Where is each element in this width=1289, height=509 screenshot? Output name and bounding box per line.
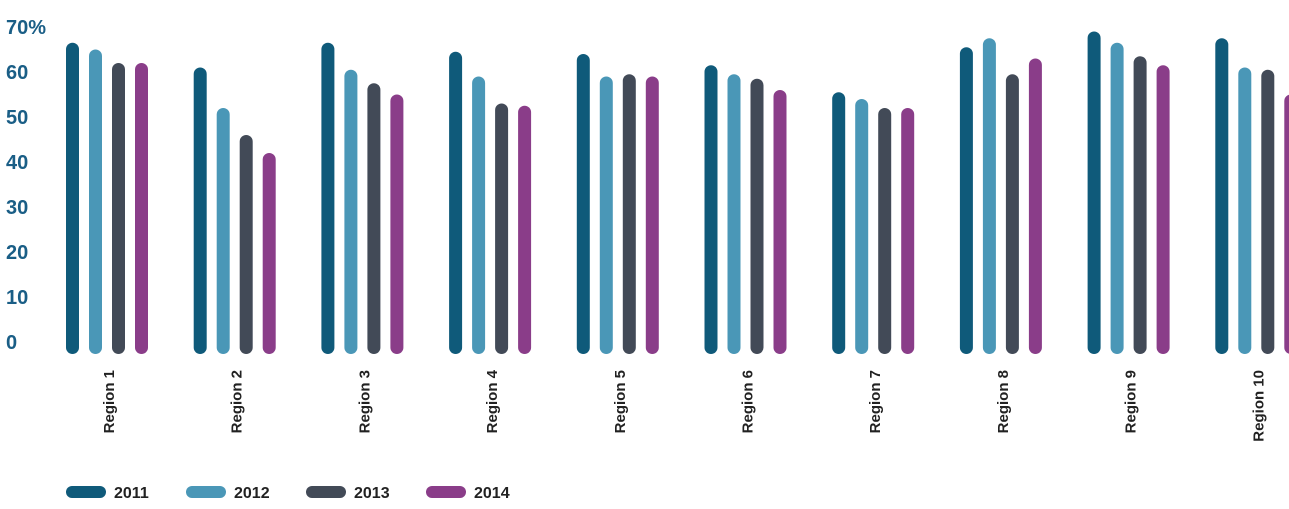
bar-2014-region-9 — [1156, 65, 1170, 354]
legend-label: 2014 — [474, 485, 510, 502]
category-label: Region 1 — [101, 370, 118, 433]
bar-2011-region-7 — [832, 92, 846, 354]
bar-2012-region-1 — [89, 49, 102, 354]
bar-2014-region-3 — [390, 94, 404, 354]
bar-2011-region-2 — [193, 67, 207, 354]
bar-2012-region-9 — [1110, 42, 1124, 354]
bar-2012-region-2 — [216, 108, 230, 354]
bar-2011-region-10 — [1215, 38, 1229, 354]
category-label: Region 8 — [995, 370, 1012, 433]
legend-label: 2012 — [234, 485, 270, 502]
bar-2011-region-8 — [959, 47, 973, 354]
bar-2011-region-4 — [449, 51, 463, 354]
bar-2014-region-2 — [262, 153, 276, 354]
bar-2014-region-7 — [901, 108, 915, 354]
legend-swatch-2013 — [306, 486, 346, 498]
category-label: Region 6 — [739, 370, 756, 433]
y-tick-label: 70% — [6, 17, 46, 39]
category-label: Region 9 — [1123, 370, 1140, 433]
bar-2014-region-6 — [773, 90, 787, 354]
bar-2013-region-2 — [239, 135, 253, 354]
legend-swatch-2014 — [426, 486, 466, 498]
bar-2011-region-3 — [321, 42, 335, 354]
bar-2013-region-4 — [495, 103, 509, 354]
bar-2014-region-4 — [518, 105, 532, 354]
bar-2012-region-8 — [982, 38, 996, 354]
bar-2014-region-5 — [645, 76, 659, 354]
bar-2013-region-9 — [1133, 56, 1147, 354]
category-label: Region 2 — [229, 370, 246, 433]
bar-2012-region-3 — [344, 69, 358, 354]
category-label: Region 3 — [356, 370, 373, 433]
y-tick-label: 50 — [6, 107, 28, 129]
y-tick-label: 40 — [6, 152, 28, 174]
bar-2012-region-7 — [855, 99, 869, 354]
category-label: Region 7 — [867, 370, 884, 433]
bar-2014-region-10 — [1284, 94, 1289, 354]
bar-2013-region-3 — [367, 83, 381, 354]
y-tick-label: 0 — [6, 332, 17, 354]
bar-2012-region-10 — [1238, 67, 1252, 354]
legend-label: 2013 — [354, 485, 390, 502]
bar-2013-region-1 — [112, 63, 125, 354]
bar-2012-region-5 — [599, 76, 613, 354]
bar-2013-region-6 — [750, 78, 764, 354]
bar-2013-region-8 — [1005, 74, 1019, 354]
bar-2011-region-6 — [704, 65, 718, 354]
bar-2011-region-1 — [66, 42, 79, 354]
bar-2012-region-4 — [472, 76, 486, 354]
bar-2013-region-10 — [1261, 69, 1275, 354]
category-label: Region 4 — [484, 369, 501, 433]
bar-2013-region-5 — [622, 74, 636, 354]
bar-2011-region-9 — [1087, 31, 1101, 354]
y-tick-label: 30 — [6, 197, 28, 219]
bar-2014-region-1 — [135, 63, 148, 354]
legend-label: 2011 — [114, 485, 149, 502]
legend-swatch-2012 — [186, 486, 226, 498]
y-tick-label: 10 — [6, 287, 28, 309]
bar-2011-region-5 — [576, 54, 590, 354]
bar-2014-region-8 — [1028, 58, 1042, 354]
category-label: Region 5 — [612, 370, 629, 433]
y-tick-label: 60 — [6, 62, 28, 84]
bar-2012-region-6 — [727, 74, 741, 354]
legend-swatch-2011 — [66, 486, 106, 498]
bar-2013-region-7 — [878, 108, 892, 354]
y-tick-label: 20 — [6, 242, 28, 264]
category-label: Region 10 — [1250, 370, 1267, 442]
